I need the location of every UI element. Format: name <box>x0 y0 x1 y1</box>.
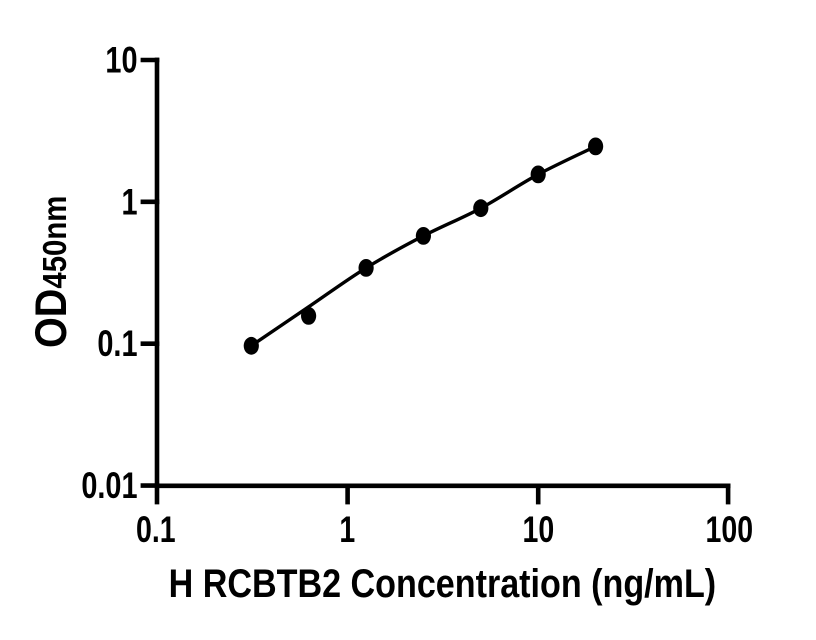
svg-text:100: 100 <box>706 508 754 549</box>
svg-text:OD450nm: OD450nm <box>26 196 76 348</box>
svg-text:0.01: 0.01 <box>81 466 137 507</box>
svg-text:10: 10 <box>523 508 555 549</box>
svg-text:H RCBTB2 Concentration (ng/mL): H RCBTB2 Concentration (ng/mL) <box>169 560 717 605</box>
svg-text:0.1: 0.1 <box>136 508 176 549</box>
svg-text:1: 1 <box>121 182 137 223</box>
svg-text:1: 1 <box>339 508 355 549</box>
svg-text:0.1: 0.1 <box>97 324 137 365</box>
svg-text:10: 10 <box>105 40 137 81</box>
